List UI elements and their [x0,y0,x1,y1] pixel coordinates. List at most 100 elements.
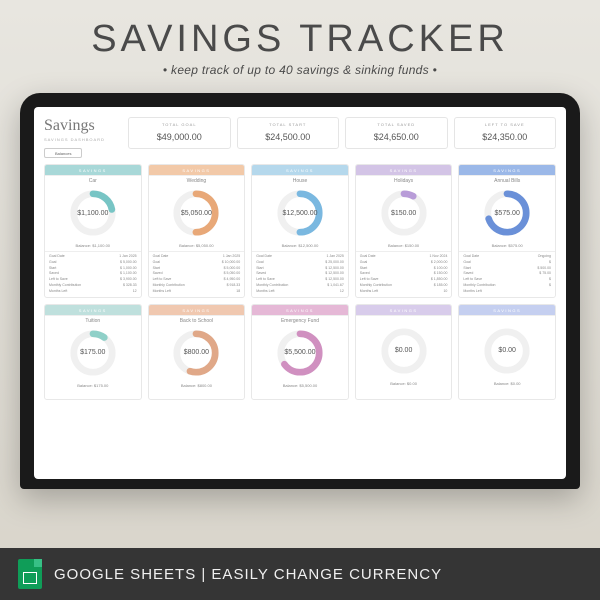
dashboard-title-block: Savings SAVINGS DASHBOARD Balances [44,117,122,158]
donut-wrap: $5,500.00 [252,324,348,382]
detail-row: Saved$ 75.00 [463,271,551,276]
detail-row: Start$ 100.00 [360,266,448,271]
detail-row: Goal DateOngoing [463,254,551,259]
card-details: Goal DateOngoingGoal$Start$ 500.00Saved$… [459,251,555,297]
stat-label: TOTAL GOAL [131,122,228,127]
detail-row: Saved$ 12,500.00 [256,271,344,276]
detail-row: Start$ 5,000.00 [153,266,241,271]
savings-card[interactable]: SAVINGS $0.00 Balance: $0.00 [458,304,556,400]
card-name: Car [45,176,141,184]
card-amount: $800.00 [184,349,209,356]
detail-row: Monthly Contribution$ 185.00 [360,283,448,288]
card-amount: $575.00 [495,210,520,217]
detail-row: Goal$ [463,260,551,265]
savings-cards-grid: SAVINGS Car $1,100.00 Balance: $1,100.00… [44,164,556,400]
detail-row: Left to Save$ 12,500.00 [256,277,344,282]
card-balance: Balance: $175.00 [45,382,141,391]
card-name: Back to School [149,316,245,324]
stat-label: TOTAL SAVED [348,122,445,127]
savings-card[interactable]: SAVINGS Back to School $800.00 Balance: … [148,304,246,400]
card-balance: Balance: $575.00 [459,242,555,251]
detail-row: Monthly Contribution$ 328.33 [49,283,137,288]
savings-card[interactable]: SAVINGS Tuition $175.00 Balance: $175.00 [44,304,142,400]
donut-wrap: $0.00 [356,322,452,380]
dashboard-heading: Savings [44,117,122,135]
card-amount: $5,500.00 [284,349,315,356]
main-title: SAVINGS TRACKER [20,18,580,61]
summary-stat: TOTAL GOAL $49,000.00 [128,117,231,149]
card-header: SAVINGS [459,305,555,316]
detail-row: Goal Date1 Jan 2025 [256,254,344,259]
stat-value: $24,650.00 [348,132,445,142]
donut-wrap: $0.00 [459,322,555,380]
summary-stat: TOTAL SAVED $24,650.00 [345,117,448,149]
detail-row: Saved$ 5,050.00 [153,271,241,276]
stat-label: TOTAL START [240,122,337,127]
detail-row: Goal$ 10,000.00 [153,260,241,265]
savings-card[interactable]: SAVINGS Holidays $150.00 Balance: $150.0… [355,164,453,298]
card-amount: $12,500.00 [282,210,317,217]
card-balance: Balance: $12,500.00 [252,242,348,251]
detail-row: Left to Save$ 4,950.00 [153,277,241,282]
detail-row: Monthly Contribution$ [463,283,551,288]
google-sheets-icon [18,559,42,589]
card-details: Goal Date1 Jan 2025Goal$ 5,000.00Start$ … [45,251,141,297]
savings-card[interactable]: SAVINGS Emergency Fund $5,500.00 Balance… [251,304,349,400]
detail-row: Months Left10 [360,289,448,294]
detail-row: Goal Date1 Nov 2024 [360,254,448,259]
donut-wrap: $5,050.00 [149,184,245,242]
balances-button[interactable]: Balances [44,148,82,158]
subtitle: keep track of up to 40 savings & sinking… [20,63,580,77]
savings-card[interactable]: SAVINGS Annual Bills $575.00 Balance: $5… [458,164,556,298]
detail-row: Left to Save$ 1,850.00 [360,277,448,282]
card-header: SAVINGS [45,165,141,176]
laptop-frame: Savings SAVINGS DASHBOARD Balances TOTAL… [20,93,580,489]
footer-text: GOOGLE SHEETS | EASILY CHANGE CURRENCY [54,566,442,583]
card-header: SAVINGS [45,305,141,316]
savings-card[interactable]: SAVINGS $0.00 Balance: $0.00 [355,304,453,400]
card-header: SAVINGS [356,305,452,316]
card-header: SAVINGS [252,305,348,316]
card-header: SAVINGS [356,165,452,176]
savings-card[interactable]: SAVINGS Wedding $5,050.00 Balance: $5,05… [148,164,246,298]
card-balance: Balance: $1,100.00 [45,242,141,251]
card-name: Annual Bills [459,176,555,184]
card-name: House [252,176,348,184]
card-details: Goal Date1 Jan 2025Goal$ 10,000.00Start$… [149,251,245,297]
detail-row: Monthly Contribution$ 1,041.67 [256,283,344,288]
card-balance: Balance: $0.00 [356,380,452,389]
stat-value: $49,000.00 [131,132,228,142]
donut-wrap: $575.00 [459,184,555,242]
detail-row: Monthly Contribution$ 918.33 [153,283,241,288]
stat-value: $24,350.00 [457,132,554,142]
donut-wrap: $800.00 [149,324,245,382]
detail-row: Goal$ 5,000.00 [49,260,137,265]
detail-row: Saved$ 1,100.00 [49,271,137,276]
card-amount: $0.00 [498,347,516,354]
savings-card[interactable]: SAVINGS Car $1,100.00 Balance: $1,100.00… [44,164,142,298]
card-name: Emergency Fund [252,316,348,324]
card-name: Tuition [45,316,141,324]
dashboard-top-row: Savings SAVINGS DASHBOARD Balances TOTAL… [44,117,556,158]
detail-row: Saved$ 150.00 [360,271,448,276]
card-balance: Balance: $800.00 [149,382,245,391]
summary-stat: TOTAL START$24,500.00 [237,117,340,149]
card-header: SAVINGS [252,165,348,176]
stat-label: LEFT TO SAVE [457,122,554,127]
card-header: SAVINGS [459,165,555,176]
card-details: Goal Date1 Nov 2024Goal$ 2,000.00Start$ … [356,251,452,297]
donut-wrap: $175.00 [45,324,141,382]
card-balance: Balance: $150.00 [356,242,452,251]
detail-row: Start$ 12,500.00 [256,266,344,271]
detail-row: Goal Date1 Jan 2025 [153,254,241,259]
summary-stat: LEFT TO SAVE $24,350.00 [454,117,557,149]
detail-row: Goal$ 2,000.00 [360,260,448,265]
promo-footer: GOOGLE SHEETS | EASILY CHANGE CURRENCY [0,548,600,600]
card-amount: $175.00 [80,349,105,356]
detail-row: Months Left12 [49,289,137,294]
detail-row: Months Left18 [153,289,241,294]
savings-card[interactable]: SAVINGS House $12,500.00 Balance: $12,50… [251,164,349,298]
detail-row: Left to Save$ [463,277,551,282]
promo-header: SAVINGS TRACKER keep track of up to 40 s… [0,0,600,87]
card-header: SAVINGS [149,165,245,176]
